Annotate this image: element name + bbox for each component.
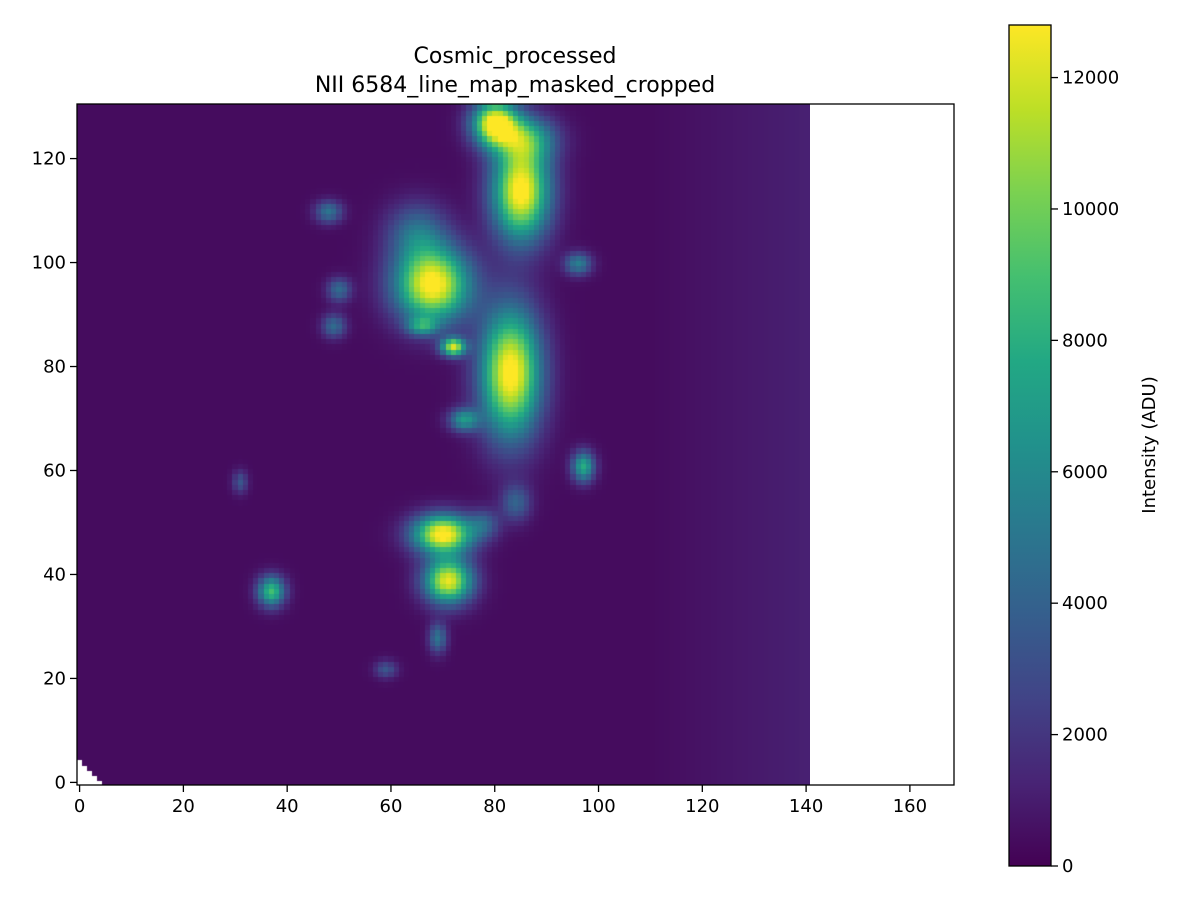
colorbar-frame: [1008, 24, 1052, 867]
plot-area: 0 20 40 60 80 100 120 140 160 0 20 40 60 80 100 120: [32, 103, 955, 817]
y-tick-label: 100: [32, 253, 66, 274]
colorbar: 0 2000 4000 6000 8000 10000 12000 Intensity (A…: [1008, 24, 1160, 877]
x-tick-label: 60: [380, 796, 403, 817]
colorbar-ticks: 0 2000 4000 6000 8000 10000 12000: [1051, 68, 1119, 877]
y-tick-label: 120: [32, 149, 66, 170]
y-tick-label: 60: [43, 460, 66, 481]
chart-title-line-1: Cosmic_processed: [414, 44, 617, 69]
colorbar-gradient: [1009, 25, 1051, 866]
colorbar-tick-label: 0: [1062, 856, 1073, 877]
x-tick-label: 120: [685, 796, 719, 817]
x-axis: 0 20 40 60 80 100 120 140 160: [74, 785, 927, 817]
x-tick-label: 20: [172, 796, 195, 817]
colorbar-tick-label: 8000: [1062, 330, 1108, 351]
y-tick-label: 20: [43, 668, 66, 689]
x-tick-label: 140: [789, 796, 823, 817]
x-tick-label: 40: [276, 796, 299, 817]
colorbar-tick-label: 2000: [1062, 725, 1108, 746]
chart-title-line-2: NII 6584_line_map_masked_cropped: [315, 73, 715, 98]
colorbar-tick-label: 6000: [1062, 462, 1108, 483]
plot-frame: [76, 103, 955, 786]
heatmap-image: [77, 104, 810, 785]
heatmap-image-container: [77, 104, 810, 785]
y-tick-label: 0: [55, 772, 66, 793]
colorbar-tick-label: 12000: [1062, 68, 1119, 89]
y-axis: 0 20 40 60 80 100 120: [32, 149, 77, 793]
y-tick-label: 40: [43, 564, 66, 585]
colorbar-tick-label: 4000: [1062, 593, 1108, 614]
colorbar-tick-label: 10000: [1062, 199, 1119, 220]
x-tick-label: 0: [74, 796, 85, 817]
x-tick-label: 100: [581, 796, 615, 817]
colorbar-label: Intensity (ADU): [1139, 376, 1160, 513]
x-tick-label: 80: [483, 796, 506, 817]
y-tick-label: 80: [43, 357, 66, 378]
x-tick-label: 160: [893, 796, 927, 817]
